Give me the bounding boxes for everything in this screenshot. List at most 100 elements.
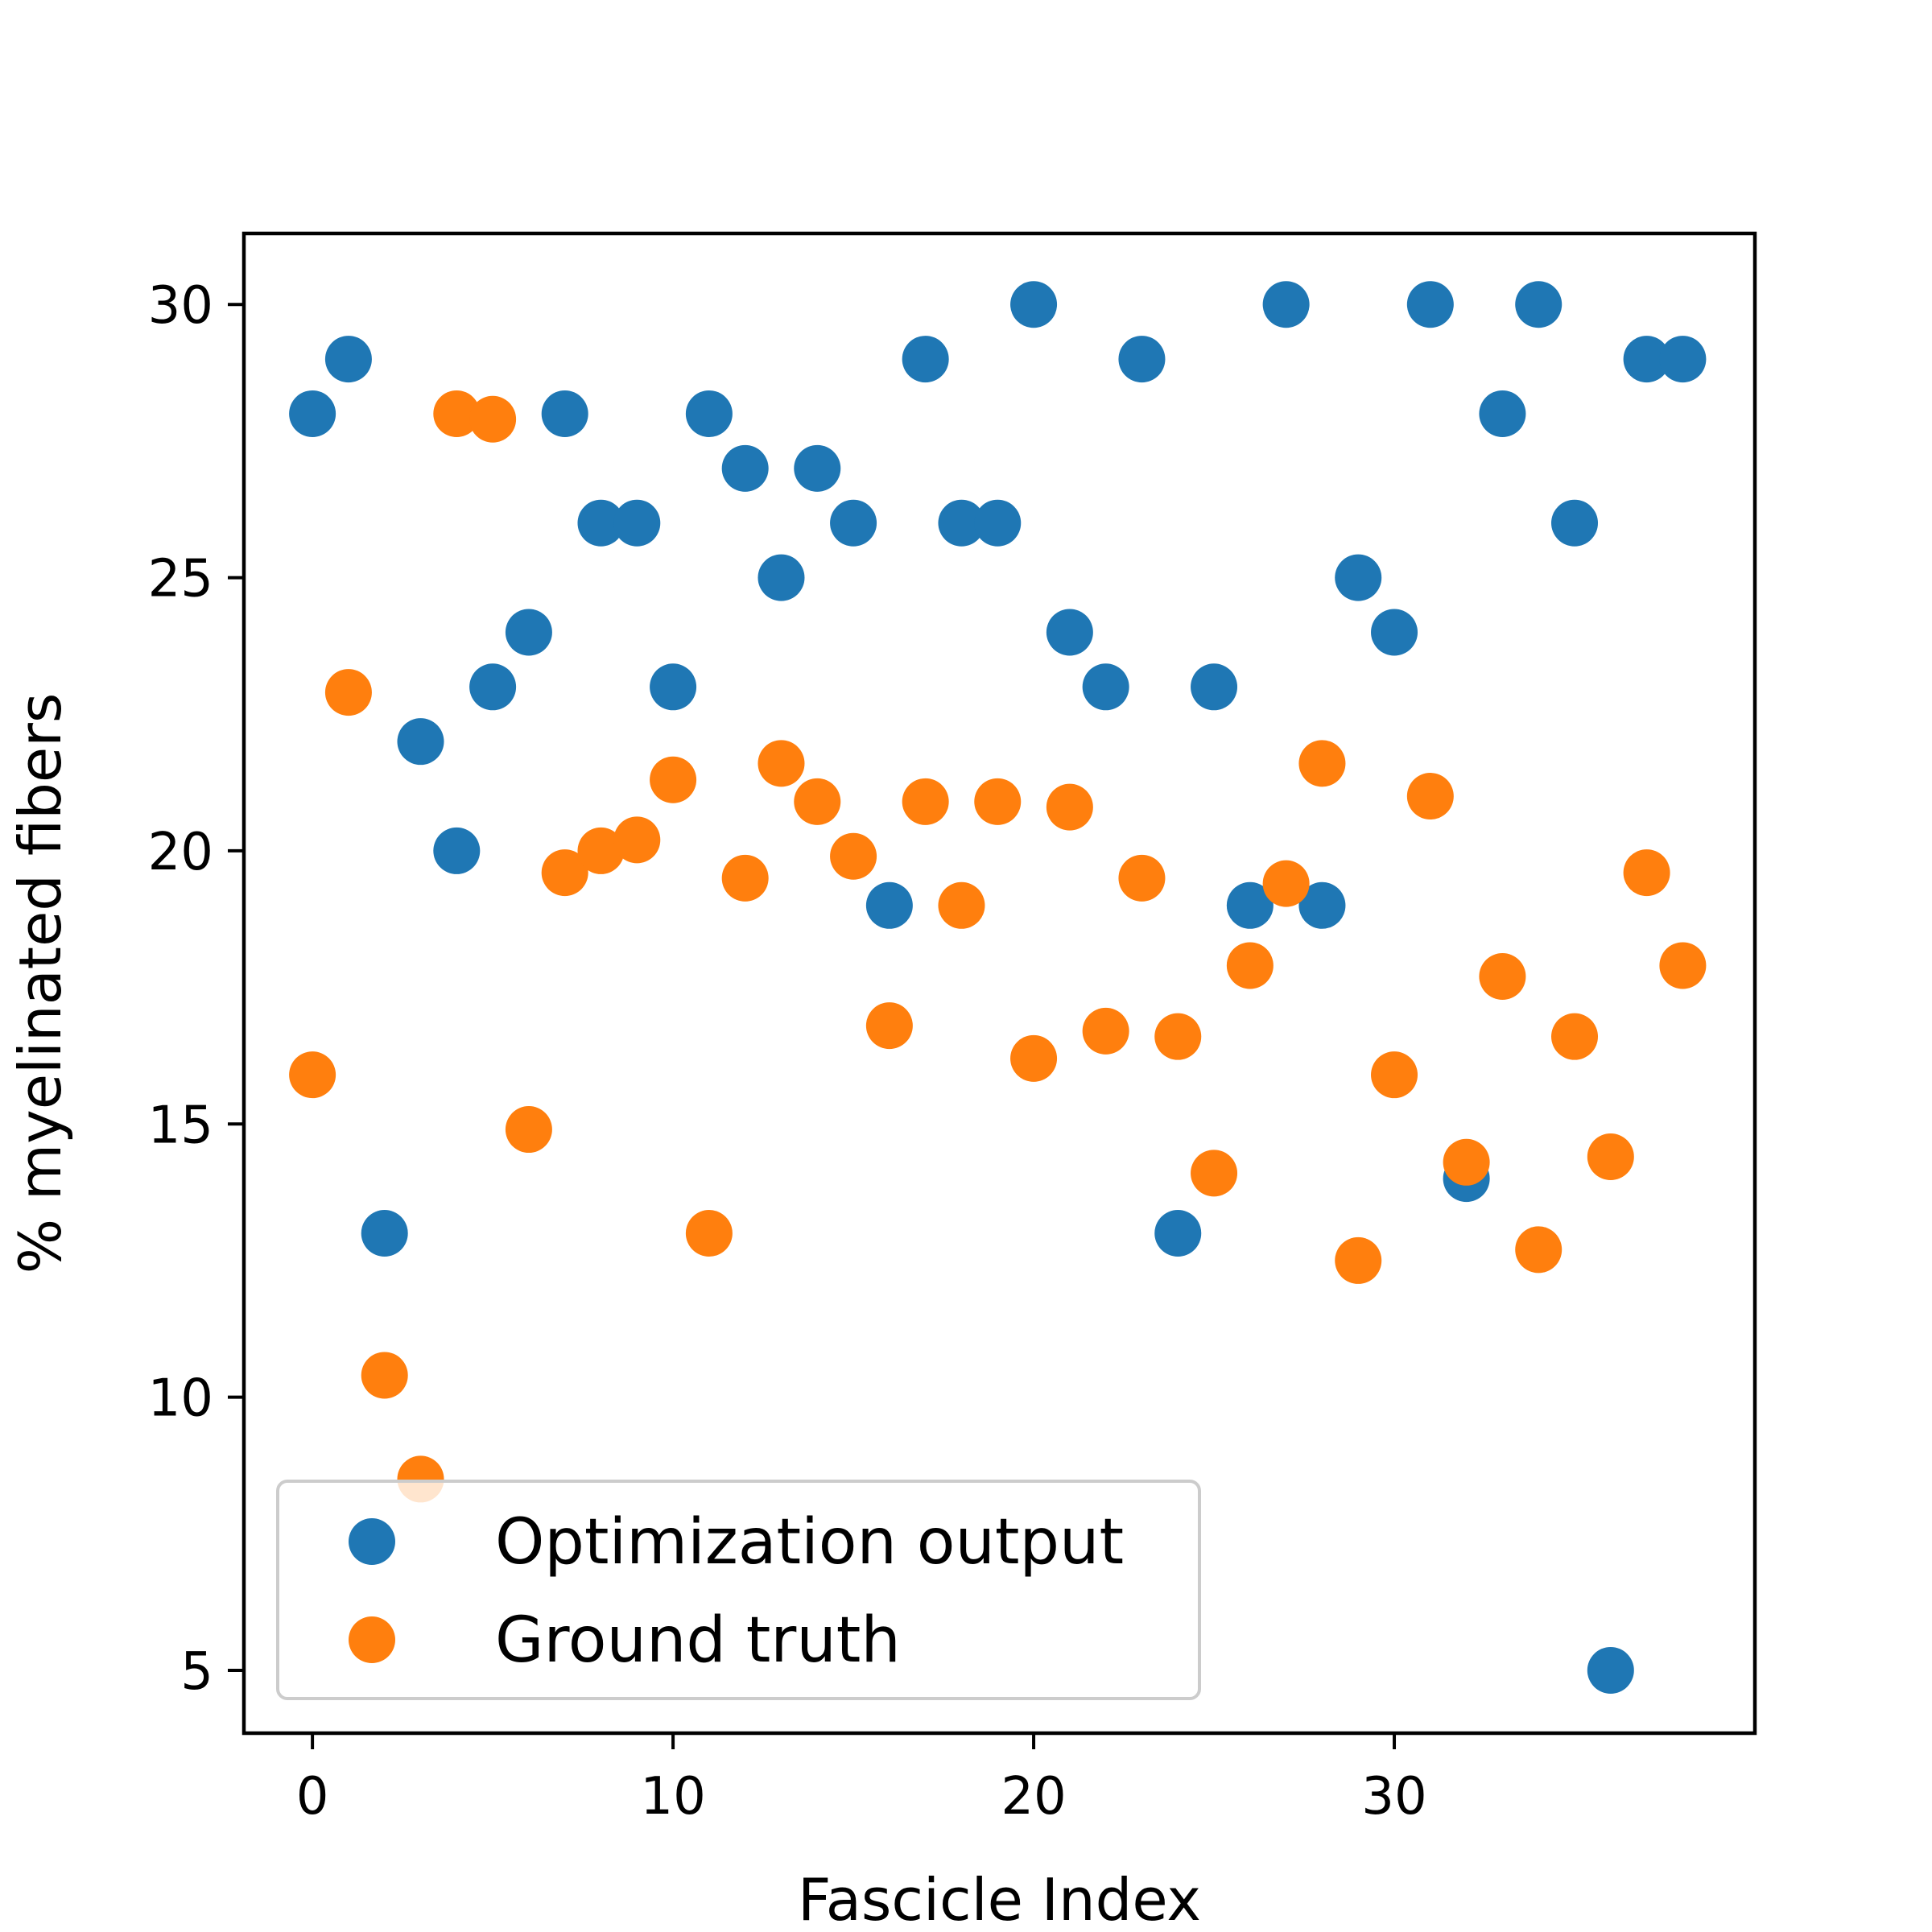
data-point	[758, 554, 805, 601]
data-point	[1659, 942, 1707, 989]
data-point	[361, 1352, 408, 1399]
y-tick-label: 20	[148, 823, 213, 882]
data-point	[1298, 740, 1346, 787]
data-point	[1443, 1138, 1490, 1186]
data-point	[1515, 1226, 1563, 1274]
data-point	[433, 827, 481, 874]
data-point	[1226, 942, 1274, 989]
x-tick-label: 20	[1001, 1767, 1066, 1827]
data-point	[1479, 390, 1526, 437]
data-point	[289, 1051, 336, 1099]
data-point	[650, 663, 697, 711]
data-point	[541, 390, 588, 437]
data-point	[794, 778, 841, 825]
legend-marker	[349, 1616, 395, 1663]
legend-marker	[349, 1518, 395, 1565]
data-point	[397, 718, 444, 766]
data-point	[974, 778, 1022, 825]
data-point	[1082, 1007, 1129, 1055]
legend-frame	[276, 1480, 1201, 1700]
data-point	[974, 499, 1022, 547]
data-point	[1082, 663, 1129, 711]
plot-area-frame	[242, 231, 1757, 1736]
data-point	[1406, 773, 1454, 820]
data-point	[324, 669, 372, 716]
data-point	[469, 395, 517, 443]
series-2	[289, 390, 1707, 1503]
data-point	[613, 499, 661, 547]
y-tick-label: 10	[148, 1369, 213, 1429]
data-point	[1262, 860, 1310, 907]
series-1	[289, 281, 1707, 1694]
plot-marks	[289, 281, 1707, 1694]
data-point	[938, 499, 985, 547]
y-tick-label: 5	[180, 1642, 213, 1702]
data-point	[1551, 1013, 1599, 1060]
x-tick-label: 0	[296, 1767, 329, 1827]
data-point	[469, 663, 517, 711]
data-point	[1010, 1034, 1058, 1082]
data-point	[324, 336, 372, 383]
x-tick-label: 10	[640, 1767, 705, 1827]
data-point	[613, 816, 661, 864]
y-tick-label: 25	[148, 550, 213, 609]
data-point	[758, 740, 805, 787]
y-tick-label: 30	[148, 276, 213, 336]
data-point	[830, 499, 877, 547]
data-point	[1515, 281, 1563, 328]
data-point	[541, 849, 588, 897]
data-point	[1371, 609, 1418, 656]
data-point	[830, 832, 877, 880]
legend-label: Optimization output	[495, 1506, 1124, 1579]
y-tick-label: 15	[148, 1096, 213, 1155]
data-point	[938, 881, 985, 929]
x-axis-label: Fascicle Index	[798, 1866, 1201, 1932]
data-point	[433, 390, 481, 437]
data-point	[1335, 554, 1382, 601]
data-point	[1479, 953, 1526, 1001]
data-point	[1226, 881, 1274, 929]
data-point	[902, 778, 949, 825]
data-point	[1298, 881, 1346, 929]
data-point	[1623, 849, 1670, 897]
data-point	[902, 336, 949, 383]
data-point	[1191, 663, 1238, 711]
data-point	[1046, 609, 1093, 656]
data-point	[361, 1210, 408, 1257]
data-point	[721, 854, 769, 902]
legend: Optimization output Ground truth	[276, 1480, 1201, 1700]
y-axis-label: % myelinated fibers	[6, 693, 74, 1274]
data-point	[865, 881, 913, 929]
data-point	[1154, 1013, 1202, 1060]
data-point	[1191, 1150, 1238, 1197]
data-point	[505, 609, 552, 656]
data-point	[505, 1106, 552, 1154]
data-point	[685, 390, 733, 437]
data-point	[794, 444, 841, 492]
data-point	[1371, 1051, 1418, 1099]
data-point	[1587, 1646, 1634, 1694]
data-point	[577, 499, 625, 547]
x-tick-label: 30	[1361, 1767, 1426, 1827]
data-point	[1046, 783, 1093, 831]
data-point	[1262, 281, 1310, 328]
data-point	[1406, 281, 1454, 328]
data-point	[1551, 499, 1599, 547]
data-point	[1118, 336, 1166, 383]
data-point	[577, 827, 625, 874]
data-point	[1587, 1133, 1634, 1180]
data-point	[1659, 336, 1707, 383]
axis-ticks: 0 10 20 30 5 10 15 20 25 30	[148, 276, 1427, 1827]
data-point	[650, 756, 697, 803]
data-point	[721, 444, 769, 492]
data-point	[685, 1210, 733, 1257]
legend-label: Ground truth	[495, 1604, 901, 1677]
data-point	[1335, 1236, 1382, 1284]
data-point	[1010, 281, 1058, 328]
data-point	[1154, 1210, 1202, 1257]
data-point	[1118, 854, 1166, 902]
data-point	[865, 1002, 913, 1050]
data-point	[1623, 336, 1670, 383]
data-point	[289, 390, 336, 437]
